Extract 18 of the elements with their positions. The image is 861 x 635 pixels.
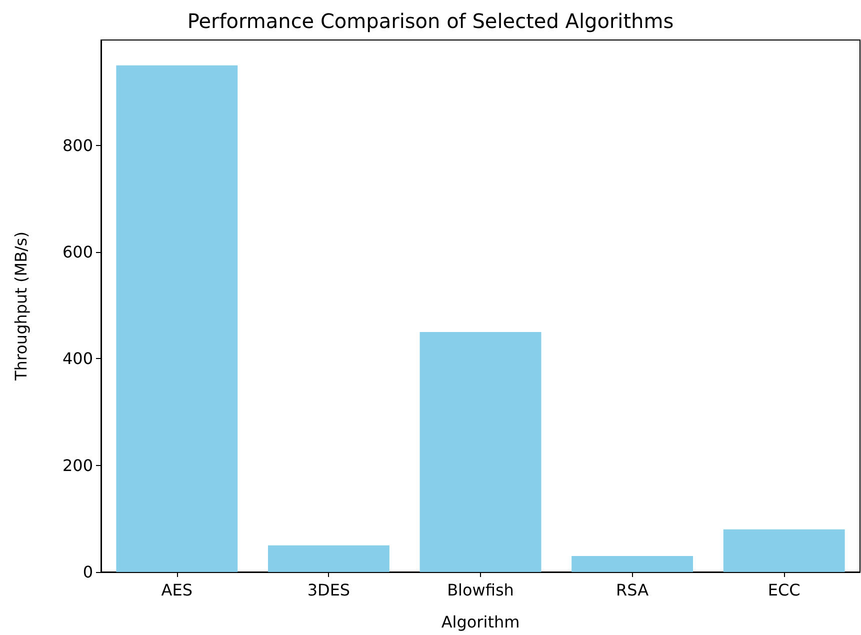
y-tick-label: 800 xyxy=(62,136,93,155)
bar xyxy=(420,332,542,572)
x-tick-label: ECC xyxy=(768,580,800,600)
y-tick-label: 400 xyxy=(62,349,93,368)
y-tick-label: 0 xyxy=(82,562,93,582)
x-tick-label: 3DES xyxy=(307,580,350,600)
bar xyxy=(723,529,845,572)
x-axis-title: Algorithm xyxy=(441,612,520,632)
x-tick-label: AES xyxy=(161,580,193,600)
x-tick-label: RSA xyxy=(616,580,649,600)
x-tick-label: Blowfish xyxy=(447,580,514,600)
y-tick-label: 600 xyxy=(62,242,93,262)
bar xyxy=(268,545,390,572)
bar xyxy=(116,65,238,572)
y-tick-label: 200 xyxy=(62,456,93,475)
y-axis-title: Throughput (MB/s) xyxy=(12,231,30,382)
bar xyxy=(572,556,694,572)
chart-title: Performance Comparison of Selected Algorithms xyxy=(187,9,674,33)
